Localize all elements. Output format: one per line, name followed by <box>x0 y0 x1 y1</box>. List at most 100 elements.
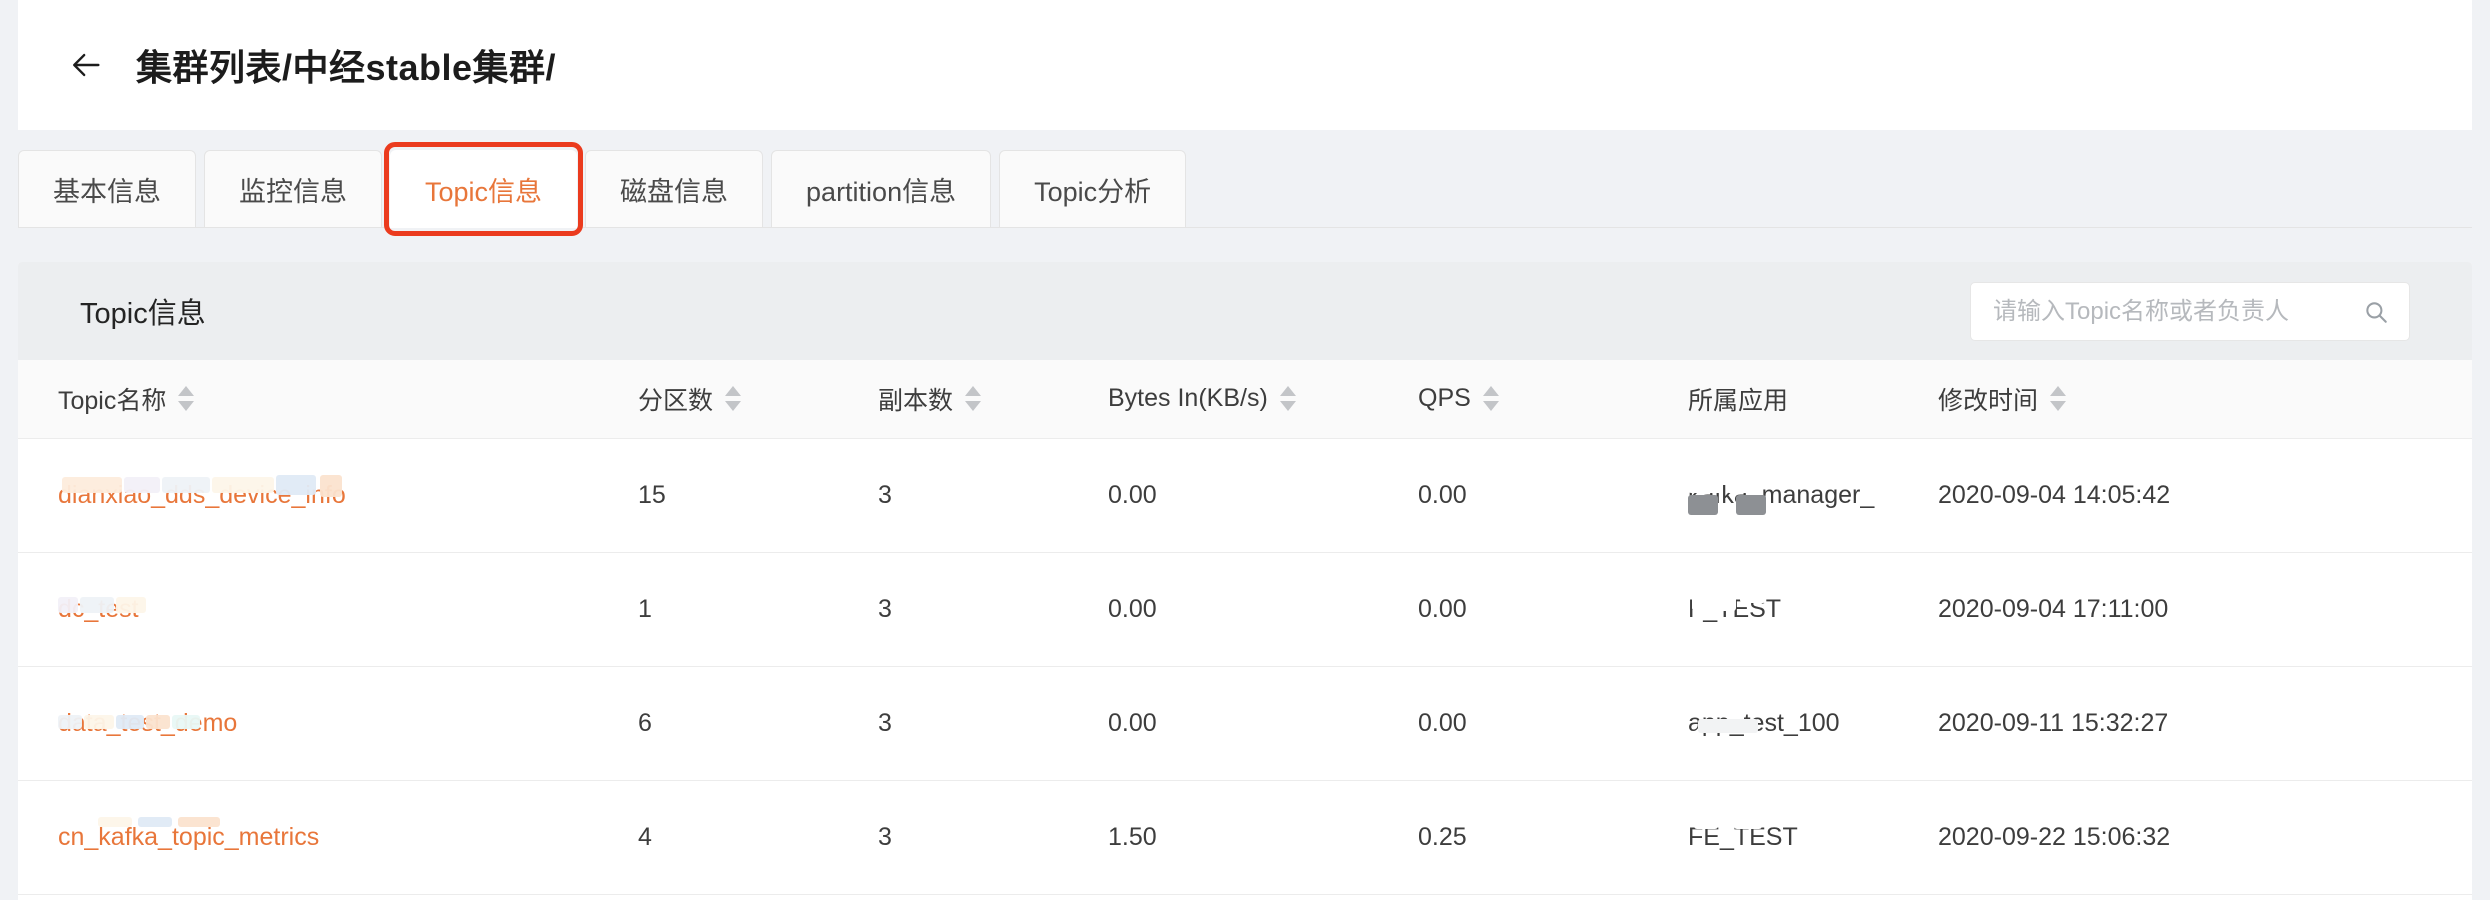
cell-topic-name[interactable]: dc_test <box>18 552 638 667</box>
column-header-replicas[interactable]: 副本数 <box>878 360 1108 439</box>
table-header: Topic名称 分区数 <box>18 360 2472 439</box>
app-name: F_TEST <box>1688 590 1781 624</box>
cell-modified-time: 2020-09-22 15:06:32 <box>1938 780 2472 895</box>
tab-monitor-info[interactable]: 监控信息 <box>204 150 382 228</box>
caret-up-icon <box>1279 386 1296 397</box>
table-row[interactable]: dianxiao_dds_device_info 15 3 0.00 0.00 … <box>18 438 2472 553</box>
caret-down-icon <box>965 401 982 412</box>
column-header-app: 所属应用 <box>1688 360 1938 439</box>
redaction-block <box>1734 818 1762 829</box>
back-arrow-icon[interactable] <box>68 46 106 84</box>
caret-down-icon <box>178 401 195 412</box>
app-name: FE_TEST <box>1688 818 1798 852</box>
redaction-block <box>172 714 200 729</box>
table-row[interactable]: cn_kafka_topic_metrics 4 3 1.50 0.25 FE_… <box>18 780 2472 895</box>
cell-partitions: 6 <box>638 666 878 781</box>
redaction-block <box>1692 594 1736 611</box>
topic-link[interactable]: data_test_demo <box>58 708 238 737</box>
redaction-block <box>320 474 342 497</box>
redaction-block <box>124 476 160 493</box>
cell-replicas: 3 <box>878 438 1108 553</box>
tab-topic-analysis[interactable]: Topic分析 <box>999 150 1187 228</box>
tab-disk-info[interactable]: 磁盘信息 <box>585 150 764 228</box>
column-header-qps[interactable]: QPS <box>1418 360 1688 439</box>
caret-down-icon <box>725 401 742 412</box>
redaction-mask <box>1688 709 1840 738</box>
topic-table: Topic名称 分区数 <box>18 360 2472 900</box>
column-label: 分区数 <box>638 386 714 415</box>
column-header-partitions[interactable]: 分区数 <box>638 360 878 439</box>
column-header-bytes-in[interactable]: Bytes In(KB/s) <box>1108 360 1418 439</box>
redaction-block <box>1736 494 1766 515</box>
redaction-block <box>212 476 274 493</box>
cell-replicas: 3 <box>878 780 1108 895</box>
page-header: 集群列表/中经stable集群/ <box>18 0 2472 130</box>
column-label: 修改时间 <box>1938 386 2039 415</box>
tab-label: Topic分析 <box>1034 176 1152 207</box>
sort-toggle-replicas[interactable] <box>965 386 982 412</box>
column-header-topic-name[interactable]: Topic名称 <box>18 360 638 439</box>
app-name: app_test_100 <box>1688 708 1840 738</box>
tab-label: 基本信息 <box>53 176 161 207</box>
redaction-block <box>1688 478 1722 493</box>
cell-modified-time: 2019-07-23 15:20:05 <box>1938 894 2472 900</box>
caret-up-icon <box>2050 386 2067 397</box>
redaction-block <box>1698 718 1758 733</box>
caret-down-icon <box>1279 401 1296 412</box>
cell-partitions: 4 <box>638 780 878 895</box>
topic-link[interactable]: cn_kafka_topic_metrics <box>58 816 319 852</box>
tab-basic-info[interactable]: 基本信息 <box>18 150 196 228</box>
cell-topic-name[interactable]: cn_kafka_topic_metrics <box>18 780 638 895</box>
sort-toggle-topic-name[interactable] <box>178 386 195 412</box>
sort-toggle-bytes-in[interactable] <box>1279 386 1296 412</box>
cell-modified-time: 2020-09-04 14:05:42 <box>1938 438 2472 553</box>
column-header-modified-time[interactable]: 修改时间 <box>1938 360 2472 439</box>
tab-bar-divider <box>18 227 2472 228</box>
redaction-block <box>1688 494 1718 515</box>
caret-up-icon <box>1482 386 1499 397</box>
cell-replicas: 3 <box>878 666 1108 781</box>
search-input[interactable] <box>1993 297 2351 326</box>
cell-bytes-in: 0.00 <box>1108 438 1418 553</box>
cell-bytes-in: 0.00 <box>1108 666 1418 781</box>
sort-toggle-modified-time[interactable] <box>2050 386 2067 412</box>
tab-bar: 基本信息 监控信息 Topic信息 磁盘信息 partition信息 Topic… <box>18 142 2472 236</box>
sort-toggle-qps[interactable] <box>1482 386 1499 412</box>
topic-info-card: Topic信息 Topic名称 <box>18 262 2472 900</box>
cell-partitions: 15 <box>638 438 878 553</box>
caret-up-icon <box>965 386 982 397</box>
cell-qps: 0.25 <box>1418 780 1688 895</box>
cell-topic-name[interactable]: data_test_demo <box>18 666 638 781</box>
caret-down-icon <box>2050 401 2067 412</box>
cell-qps: 0.00 <box>1418 666 1688 781</box>
cell-qps: 0.00 <box>1418 438 1688 553</box>
caret-down-icon <box>1482 401 1499 412</box>
sort-toggle-partitions[interactable] <box>725 386 742 412</box>
cell-topic-name[interactable]: uso1_publiclog_gs_log_fmt_sql_2019_07_25… <box>18 894 638 900</box>
app-name: kafka_manager_ <box>1688 478 1874 515</box>
redaction-block <box>98 816 132 827</box>
search-box[interactable] <box>1970 282 2410 341</box>
tab-partition-info[interactable]: partition信息 <box>771 150 992 228</box>
cell-topic-name[interactable]: dianxiao_dds_device_info <box>18 438 638 553</box>
redaction-block <box>84 714 114 729</box>
column-label: 所属应用 <box>1688 386 1789 415</box>
redaction-block <box>116 596 146 613</box>
redaction-mask <box>58 595 146 624</box>
cell-qps: 0.00 <box>1418 552 1688 667</box>
table-row[interactable]: dc_test 1 3 0.00 0.00 F_TEST 2020-09-04 … <box>18 552 2472 667</box>
panel-title: Topic信息 <box>80 298 206 330</box>
topic-link[interactable]: dianxiao_dds_device_info <box>58 474 346 510</box>
redaction-mask <box>1688 478 1874 515</box>
table-row[interactable]: data_test_demo 6 3 0.00 0.00 app_test_10… <box>18 666 2472 781</box>
redaction-mask <box>1688 590 1781 624</box>
table-row[interactable]: uso1_publiclog_gs_log_fmt_sql_2019_07_25… <box>18 894 2472 900</box>
tab-label: Topic信息 <box>425 176 543 207</box>
redaction-block <box>80 596 114 613</box>
cell-partitions: 10 <box>638 894 878 900</box>
redaction-block <box>138 816 172 827</box>
search-icon[interactable] <box>2361 297 2391 327</box>
tab-topic-info[interactable]: Topic信息 <box>383 142 584 236</box>
topic-link[interactable]: dc_test <box>58 595 146 624</box>
